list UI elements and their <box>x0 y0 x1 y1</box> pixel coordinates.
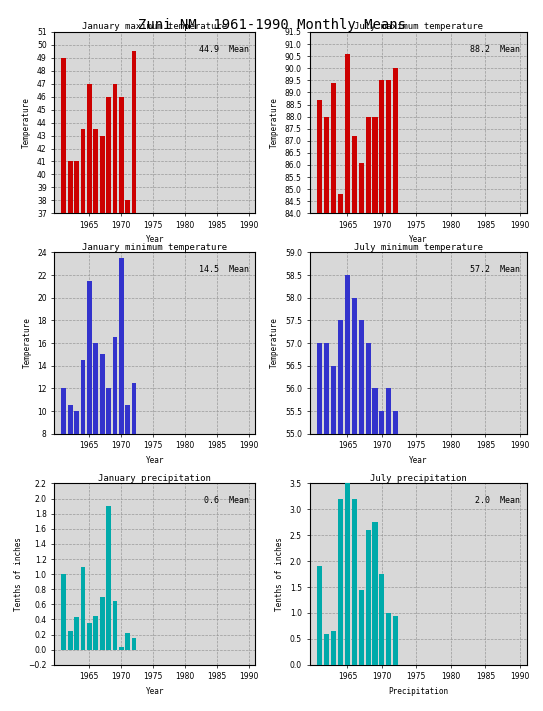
Bar <box>106 506 111 650</box>
Bar <box>131 383 136 525</box>
Bar <box>125 405 130 525</box>
Bar <box>338 499 343 665</box>
Bar <box>87 281 92 525</box>
Bar <box>345 481 350 665</box>
Bar <box>331 631 336 665</box>
Bar <box>61 574 66 650</box>
Bar <box>61 58 66 693</box>
Bar <box>74 617 79 650</box>
Bar <box>338 194 343 711</box>
Text: 88.2  Mean: 88.2 Mean <box>470 45 520 54</box>
Bar <box>380 80 384 711</box>
Bar <box>352 136 357 711</box>
Bar <box>87 84 92 693</box>
Bar <box>317 567 323 665</box>
Y-axis label: Temperature: Temperature <box>22 97 31 148</box>
Bar <box>125 201 130 693</box>
Bar <box>331 365 336 711</box>
Bar <box>80 567 85 650</box>
Bar <box>372 388 377 711</box>
Bar <box>386 80 392 711</box>
Title: January minimum temperature: January minimum temperature <box>82 242 228 252</box>
Bar <box>119 97 124 693</box>
Bar <box>93 129 98 693</box>
Bar <box>393 68 398 711</box>
Bar <box>324 634 330 665</box>
Y-axis label: Temperature: Temperature <box>270 318 279 368</box>
Bar <box>80 129 85 693</box>
Bar <box>345 54 350 711</box>
Bar <box>119 258 124 525</box>
Bar <box>352 298 357 711</box>
X-axis label: Precipitation: Precipitation <box>388 687 448 696</box>
Title: January maximum temperature: January maximum temperature <box>82 22 228 31</box>
X-axis label: Year: Year <box>146 687 164 696</box>
Text: 14.5  Mean: 14.5 Mean <box>199 265 249 274</box>
Bar <box>68 405 73 525</box>
Bar <box>68 161 73 693</box>
Bar <box>393 411 398 711</box>
Bar <box>74 161 79 693</box>
Bar <box>372 523 377 665</box>
Bar <box>358 589 364 665</box>
Text: 57.2  Mean: 57.2 Mean <box>470 265 520 274</box>
Bar <box>100 597 104 650</box>
Bar <box>352 499 357 665</box>
Bar <box>93 616 98 650</box>
Title: July precipitation: July precipitation <box>370 474 466 483</box>
Bar <box>112 84 117 693</box>
Text: Zuni NM  1961-1990 Monthly Means: Zuni NM 1961-1990 Monthly Means <box>137 18 406 32</box>
Bar <box>112 338 117 525</box>
X-axis label: Year: Year <box>146 235 164 245</box>
Bar <box>131 51 136 693</box>
Text: 0.6  Mean: 0.6 Mean <box>204 496 249 506</box>
Bar <box>112 601 117 650</box>
Y-axis label: Tenths of inches: Tenths of inches <box>275 537 284 611</box>
Bar <box>331 82 336 711</box>
Y-axis label: Temperature: Temperature <box>270 97 279 148</box>
Text: 2.0  Mean: 2.0 Mean <box>475 496 520 506</box>
Title: January precipitation: January precipitation <box>98 474 211 483</box>
Bar <box>317 100 323 711</box>
Bar <box>365 343 371 711</box>
Bar <box>338 321 343 711</box>
Bar <box>106 97 111 693</box>
Bar <box>358 163 364 711</box>
Title: July maximum temperature: July maximum temperature <box>353 22 483 31</box>
Title: July minimum temperature: July minimum temperature <box>353 242 483 252</box>
Bar <box>74 411 79 525</box>
Y-axis label: Tenths of inches: Tenths of inches <box>14 537 23 611</box>
Bar <box>372 117 377 711</box>
Bar <box>80 360 85 525</box>
Bar <box>87 624 92 650</box>
Bar <box>345 275 350 711</box>
Bar <box>358 321 364 711</box>
X-axis label: Year: Year <box>409 235 427 245</box>
X-axis label: Year: Year <box>146 456 164 465</box>
Bar <box>317 343 323 711</box>
Bar <box>100 354 104 525</box>
Bar <box>380 411 384 711</box>
Bar <box>386 613 392 665</box>
Bar <box>324 343 330 711</box>
Y-axis label: Temperature: Temperature <box>22 318 31 368</box>
Bar <box>61 388 66 525</box>
Bar <box>131 638 136 650</box>
Bar <box>68 631 73 650</box>
Bar <box>100 136 104 693</box>
X-axis label: Year: Year <box>409 456 427 465</box>
Bar <box>365 117 371 711</box>
Bar <box>324 117 330 711</box>
Bar <box>125 633 130 650</box>
Bar <box>393 616 398 665</box>
Text: 44.9  Mean: 44.9 Mean <box>199 45 249 54</box>
Bar <box>93 343 98 525</box>
Bar <box>386 388 392 711</box>
Bar <box>106 388 111 525</box>
Bar <box>119 648 124 650</box>
Bar <box>380 574 384 665</box>
Bar <box>365 530 371 665</box>
